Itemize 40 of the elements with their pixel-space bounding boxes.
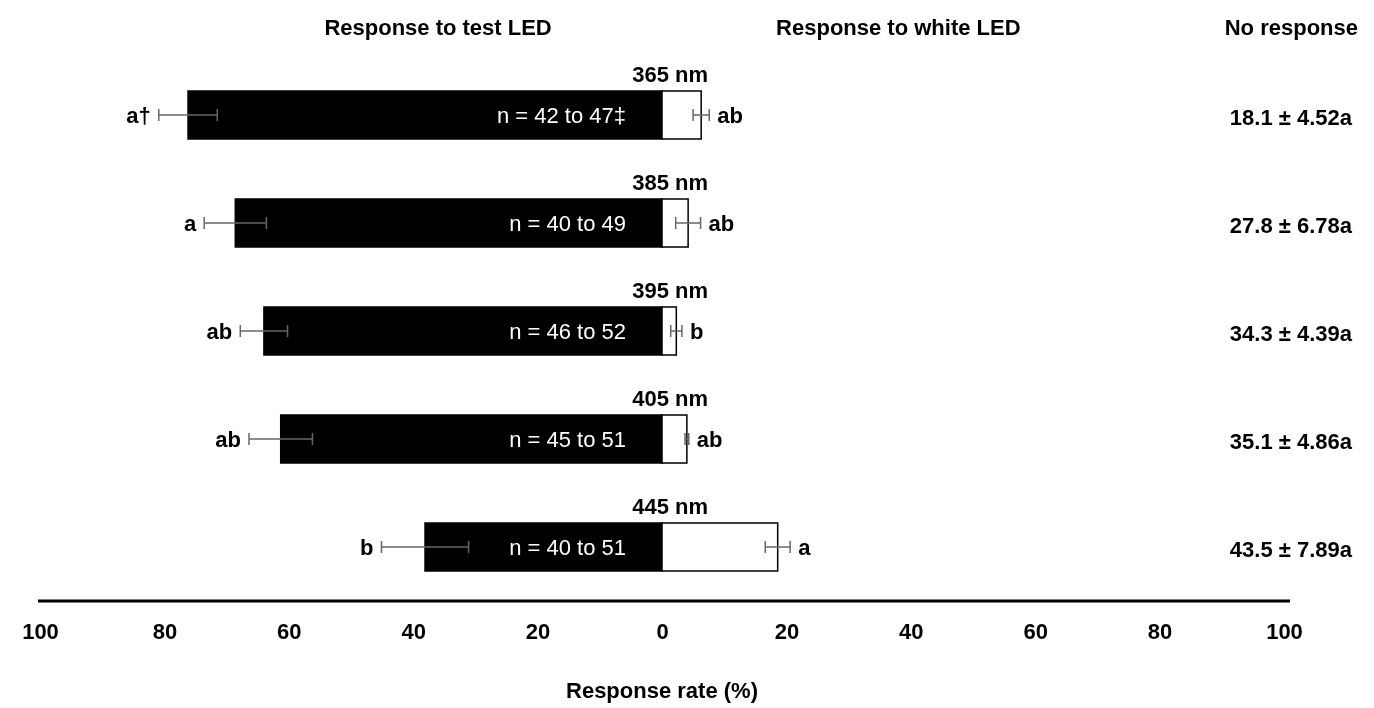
annotation: n = 40 to 49	[509, 211, 626, 236]
annotation: b	[360, 535, 374, 560]
annotation: 34.3 ± 4.39a	[1229, 321, 1353, 346]
annotation: 35.1 ± 4.86a	[1229, 429, 1353, 454]
x-tick-label: 40	[401, 618, 426, 644]
y-tick-label: 405 nm	[632, 386, 709, 411]
y-tick-label: 385 nm	[632, 170, 709, 195]
annotation: ab	[696, 427, 723, 452]
x-tick-label: 60	[1023, 618, 1048, 644]
text: Response to white LED	[776, 15, 1021, 40]
y-tick-label: 445 nm	[632, 494, 709, 519]
x-tick-label: 40	[899, 618, 924, 644]
annotation: ab	[215, 427, 241, 452]
annotation: a	[798, 535, 812, 560]
annotation: ab	[717, 103, 743, 128]
x-tick-label: 80	[1147, 618, 1173, 644]
annotation: 18.1 ± 4.52a	[1229, 105, 1353, 130]
x-tick-label: 60	[277, 618, 302, 644]
x-tick-label: 100	[1266, 618, 1303, 644]
annotation: 43.5 ± 7.89a	[1229, 537, 1353, 562]
text: No response	[1224, 15, 1358, 40]
annotation: 27.8 ± 6.78a	[1229, 213, 1353, 238]
annotation: b	[689, 319, 704, 344]
annotation: a†	[126, 103, 151, 128]
x-tick-label: 0	[656, 618, 669, 644]
annotation: n = 45 to 51	[509, 427, 626, 452]
x-axis-title: Response rate (%)	[566, 678, 758, 703]
annotation: a	[183, 211, 197, 236]
y-tick-label: 365 nm	[632, 62, 709, 87]
x-tick-label: 20	[525, 618, 551, 644]
annotation: ab	[708, 211, 735, 236]
annotation: n = 40 to 51	[509, 535, 626, 560]
x-tick-label: 80	[152, 618, 178, 644]
text: Response to test LED	[324, 15, 552, 40]
y-tick-label: 395 nm	[632, 278, 709, 303]
annotation: ab	[206, 319, 233, 344]
x-tick-label: 100	[22, 618, 59, 644]
x-tick-label: 20	[774, 618, 800, 644]
annotation: n = 46 to 52	[509, 319, 626, 344]
annotation: n = 42 to 47‡	[496, 103, 626, 128]
